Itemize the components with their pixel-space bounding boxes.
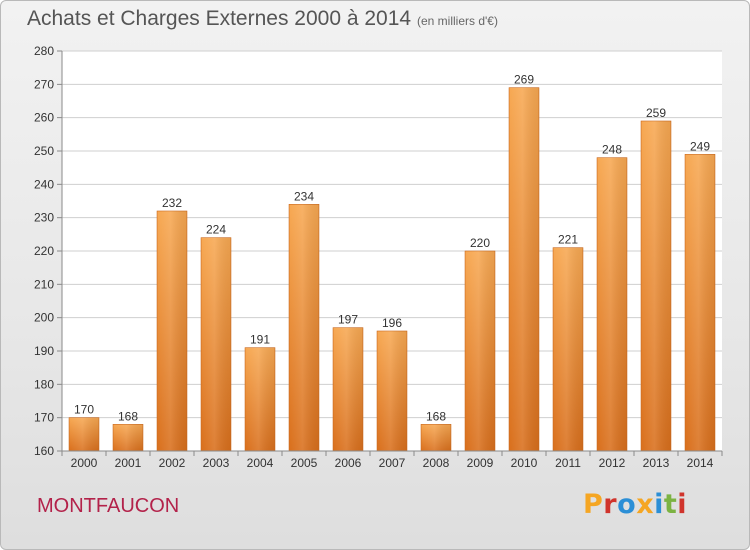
chart-title: Achats et Charges Externes 2000 à 2014 (27, 7, 412, 30)
x-tick-label: 2011 (555, 456, 581, 470)
bar-shine (113, 424, 143, 451)
bar-shine (685, 154, 715, 452)
x-tick-label: 2003 (203, 456, 230, 470)
y-tick-label: 260 (34, 111, 54, 125)
y-tick-label: 180 (34, 377, 54, 391)
bar-shine (377, 331, 407, 451)
bar-shine (333, 327, 363, 451)
x-tick-label: 2008 (423, 456, 450, 470)
bar-shine (201, 237, 231, 451)
data-label: 248 (602, 143, 622, 157)
chart-subtitle: (en milliers d'€) (417, 14, 498, 28)
proxiti-logo: Proxiti (583, 489, 687, 520)
bar-shine (289, 204, 319, 451)
x-tick-label: 2000 (71, 456, 98, 470)
y-tick-label: 210 (34, 277, 54, 291)
x-tick-label: 2007 (379, 456, 406, 470)
logo-letter: i (677, 489, 688, 520)
data-label: 170 (74, 403, 94, 417)
data-label: 221 (558, 233, 578, 247)
y-tick-label: 250 (34, 144, 54, 158)
bar-shine (641, 121, 671, 451)
y-tick-label: 240 (34, 177, 54, 191)
data-label: 168 (118, 409, 138, 423)
logo-letter: x (636, 489, 655, 520)
y-tick-label: 160 (34, 444, 54, 458)
bars (68, 87, 716, 452)
data-label: 191 (250, 333, 270, 347)
bar-shine (245, 347, 275, 451)
location-name: MONTFAUCON (37, 495, 180, 517)
logo-letter: t (663, 489, 678, 520)
x-tick-label: 2012 (599, 456, 626, 470)
logo-letter: r (603, 489, 618, 520)
data-label: 224 (206, 223, 226, 237)
data-label: 234 (294, 189, 314, 203)
logo-letter: P (583, 489, 604, 520)
x-tick-label: 2002 (159, 456, 186, 470)
bar-shine (69, 417, 99, 451)
x-tick-label: 2014 (687, 456, 714, 470)
y-tick-label: 190 (34, 344, 54, 358)
y-tick-label: 230 (34, 211, 54, 225)
bar-shine (509, 87, 539, 452)
data-label: 249 (690, 139, 710, 153)
y-tick-label: 200 (34, 311, 54, 325)
data-label: 168 (426, 409, 446, 423)
bar-shine (597, 157, 627, 451)
x-tick-label: 2010 (511, 456, 538, 470)
y-tick-label: 220 (34, 244, 54, 258)
data-label: 197 (338, 313, 358, 327)
bar-shine (553, 247, 583, 451)
data-label: 220 (470, 236, 490, 250)
data-label: 269 (514, 73, 534, 87)
x-tick-label: 2013 (643, 456, 670, 470)
bar-shine (421, 424, 451, 451)
data-label: 196 (382, 316, 402, 330)
x-tick-label: 2005 (291, 456, 318, 470)
logo-letter: i (654, 489, 664, 520)
data-label: 259 (646, 106, 666, 120)
y-tick-label: 280 (34, 44, 54, 58)
data-labels: 170 168 232 224 191 234 197 196 168 220 269 221 248 2… (74, 73, 710, 424)
x-tick-label: 2006 (335, 456, 362, 470)
data-label: 232 (162, 196, 182, 210)
x-tick-label: 2004 (247, 456, 274, 470)
logo-letter: o (617, 489, 637, 520)
axes: 160 170 180 190 200 210 220 230 240 250 260 270 280 2… (34, 44, 723, 470)
bar-shine (157, 211, 187, 451)
x-tick-label: 2001 (115, 456, 142, 470)
y-tick-label: 170 (34, 411, 54, 425)
bar-shine (465, 251, 495, 451)
y-tick-label: 270 (34, 77, 54, 91)
x-tick-label: 2009 (467, 456, 494, 470)
